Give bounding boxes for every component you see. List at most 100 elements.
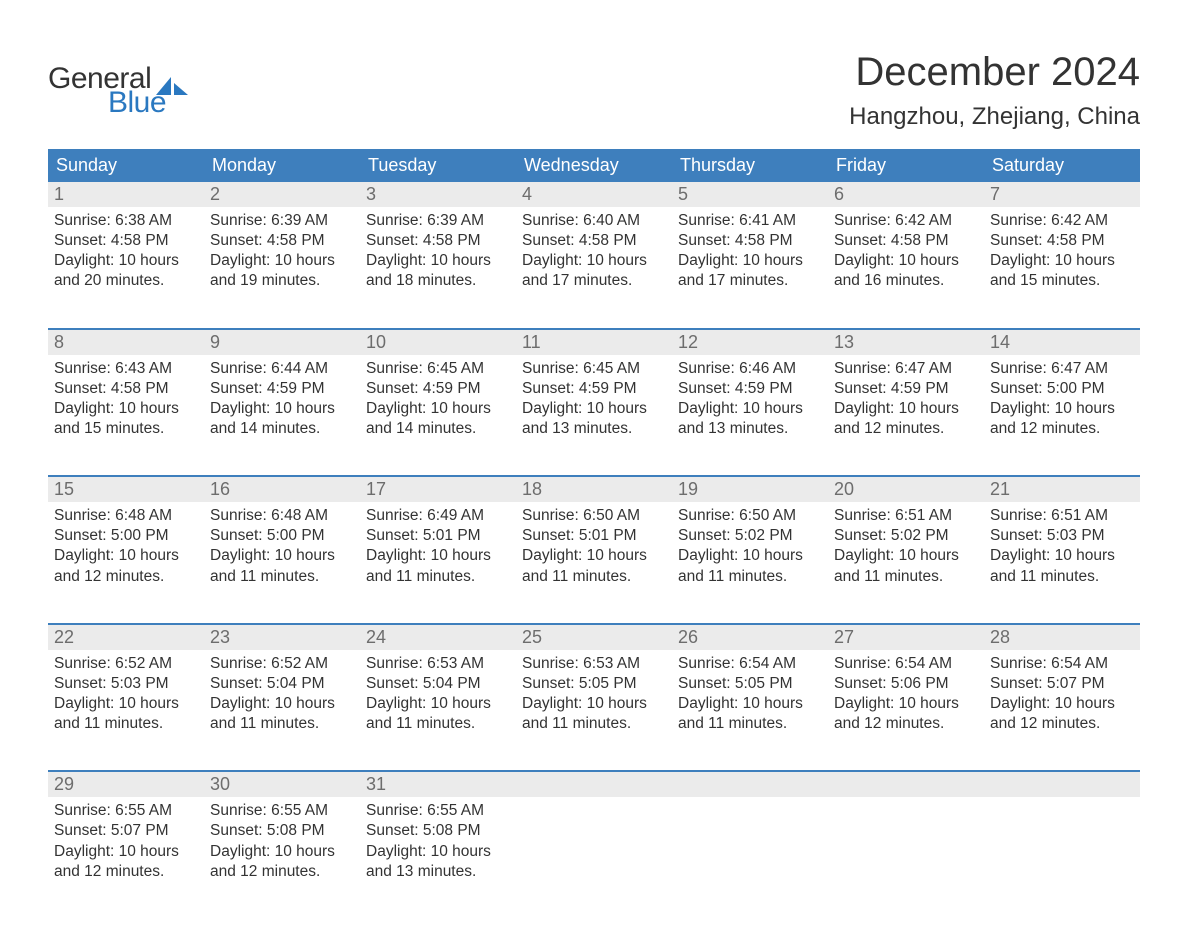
sunrise-text: Sunrise: 6:55 AM <box>366 801 510 821</box>
daylight-text-2: and 11 minutes. <box>990 567 1134 587</box>
week-row: 15161718192021Sunrise: 6:48 AMSunset: 5:… <box>48 475 1140 611</box>
daylight-text-2: and 15 minutes. <box>990 271 1134 291</box>
day-cell: Sunrise: 6:52 AMSunset: 5:03 PMDaylight:… <box>48 650 204 759</box>
daylight-text-1: Daylight: 10 hours <box>990 399 1134 419</box>
day-number: 27 <box>828 625 984 650</box>
daylight-text-2: and 11 minutes. <box>678 714 822 734</box>
daylight-text-1: Daylight: 10 hours <box>366 694 510 714</box>
day-number: 26 <box>672 625 828 650</box>
day-cell: Sunrise: 6:42 AMSunset: 4:58 PMDaylight:… <box>828 207 984 316</box>
daylight-text-2: and 14 minutes. <box>366 419 510 439</box>
day-cell: Sunrise: 6:55 AMSunset: 5:07 PMDaylight:… <box>48 797 204 906</box>
day-number: 5 <box>672 182 828 207</box>
sunset-text: Sunset: 5:05 PM <box>678 674 822 694</box>
day-number: 18 <box>516 477 672 502</box>
day-number: 9 <box>204 330 360 355</box>
day-cell: Sunrise: 6:43 AMSunset: 4:58 PMDaylight:… <box>48 355 204 464</box>
sunset-text: Sunset: 4:59 PM <box>366 379 510 399</box>
daynum-row: 293031 <box>48 772 1140 797</box>
day-number: 28 <box>984 625 1140 650</box>
day-number: 16 <box>204 477 360 502</box>
weekday-header-row: Sunday Monday Tuesday Wednesday Thursday… <box>48 149 1140 182</box>
day-number: 12 <box>672 330 828 355</box>
daylight-text-1: Daylight: 10 hours <box>834 546 978 566</box>
day-cell: Sunrise: 6:55 AMSunset: 5:08 PMDaylight:… <box>204 797 360 906</box>
day-number: 23 <box>204 625 360 650</box>
sunrise-text: Sunrise: 6:47 AM <box>834 359 978 379</box>
week-row: 891011121314Sunrise: 6:43 AMSunset: 4:58… <box>48 328 1140 464</box>
day-cell: Sunrise: 6:54 AMSunset: 5:05 PMDaylight:… <box>672 650 828 759</box>
day-cell: Sunrise: 6:48 AMSunset: 5:00 PMDaylight:… <box>48 502 204 611</box>
daylight-text-2: and 14 minutes. <box>210 419 354 439</box>
daylight-text-1: Daylight: 10 hours <box>522 694 666 714</box>
day-number <box>984 772 1140 797</box>
sunset-text: Sunset: 5:07 PM <box>54 821 198 841</box>
daylight-text-1: Daylight: 10 hours <box>210 842 354 862</box>
daylight-text-2: and 19 minutes. <box>210 271 354 291</box>
day-cell: Sunrise: 6:47 AMSunset: 5:00 PMDaylight:… <box>984 355 1140 464</box>
daylight-text-2: and 17 minutes. <box>522 271 666 291</box>
day-number: 8 <box>48 330 204 355</box>
daylight-text-1: Daylight: 10 hours <box>990 251 1134 271</box>
daylight-text-1: Daylight: 10 hours <box>678 546 822 566</box>
sunset-text: Sunset: 5:04 PM <box>366 674 510 694</box>
day-number: 21 <box>984 477 1140 502</box>
day-cell: Sunrise: 6:38 AMSunset: 4:58 PMDaylight:… <box>48 207 204 316</box>
daylight-text-1: Daylight: 10 hours <box>834 251 978 271</box>
day-number: 7 <box>984 182 1140 207</box>
sunset-text: Sunset: 4:58 PM <box>522 231 666 251</box>
daylight-text-2: and 20 minutes. <box>54 271 198 291</box>
day-cell: Sunrise: 6:40 AMSunset: 4:58 PMDaylight:… <box>516 207 672 316</box>
sunset-text: Sunset: 5:03 PM <box>990 526 1134 546</box>
week-row: 22232425262728Sunrise: 6:52 AMSunset: 5:… <box>48 623 1140 759</box>
sunrise-text: Sunrise: 6:46 AM <box>678 359 822 379</box>
daylight-text-1: Daylight: 10 hours <box>366 251 510 271</box>
sunrise-text: Sunrise: 6:50 AM <box>678 506 822 526</box>
sunrise-text: Sunrise: 6:42 AM <box>834 211 978 231</box>
day-number: 22 <box>48 625 204 650</box>
sunrise-text: Sunrise: 6:42 AM <box>990 211 1134 231</box>
sunrise-text: Sunrise: 6:38 AM <box>54 211 198 231</box>
sunset-text: Sunset: 5:00 PM <box>990 379 1134 399</box>
daylight-text-1: Daylight: 10 hours <box>834 399 978 419</box>
day-cell: Sunrise: 6:51 AMSunset: 5:02 PMDaylight:… <box>828 502 984 611</box>
day-number: 6 <box>828 182 984 207</box>
sunrise-text: Sunrise: 6:51 AM <box>990 506 1134 526</box>
day-number: 11 <box>516 330 672 355</box>
daylight-text-1: Daylight: 10 hours <box>210 399 354 419</box>
sunrise-text: Sunrise: 6:52 AM <box>210 654 354 674</box>
daylight-text-1: Daylight: 10 hours <box>834 694 978 714</box>
logo-word-blue: Blue <box>108 86 189 120</box>
day-cell: Sunrise: 6:50 AMSunset: 5:02 PMDaylight:… <box>672 502 828 611</box>
daylight-text-2: and 12 minutes. <box>54 862 198 882</box>
day-number: 19 <box>672 477 828 502</box>
day-cell: Sunrise: 6:54 AMSunset: 5:06 PMDaylight:… <box>828 650 984 759</box>
month-title: December 2024 <box>849 50 1140 95</box>
sunset-text: Sunset: 4:59 PM <box>834 379 978 399</box>
daylight-text-2: and 12 minutes. <box>834 419 978 439</box>
daylight-text-1: Daylight: 10 hours <box>990 546 1134 566</box>
daylight-text-1: Daylight: 10 hours <box>54 694 198 714</box>
daylight-text-1: Daylight: 10 hours <box>54 251 198 271</box>
logo: General Blue <box>48 50 189 120</box>
daylight-text-1: Daylight: 10 hours <box>54 546 198 566</box>
day-cell <box>828 797 984 906</box>
day-number: 30 <box>204 772 360 797</box>
day-cell: Sunrise: 6:39 AMSunset: 4:58 PMDaylight:… <box>204 207 360 316</box>
daylight-text-1: Daylight: 10 hours <box>678 399 822 419</box>
sunrise-text: Sunrise: 6:39 AM <box>366 211 510 231</box>
daylight-text-2: and 12 minutes. <box>990 419 1134 439</box>
sunrise-text: Sunrise: 6:48 AM <box>210 506 354 526</box>
daylight-text-2: and 11 minutes. <box>522 567 666 587</box>
weekday-header: Monday <box>204 149 360 182</box>
sunrise-text: Sunrise: 6:54 AM <box>678 654 822 674</box>
sunrise-text: Sunrise: 6:52 AM <box>54 654 198 674</box>
daylight-text-2: and 12 minutes. <box>834 714 978 734</box>
day-cell: Sunrise: 6:52 AMSunset: 5:04 PMDaylight:… <box>204 650 360 759</box>
day-number: 14 <box>984 330 1140 355</box>
sunrise-text: Sunrise: 6:47 AM <box>990 359 1134 379</box>
day-number: 3 <box>360 182 516 207</box>
daynum-row: 1234567 <box>48 182 1140 207</box>
title-block: December 2024 Hangzhou, Zhejiang, China <box>849 50 1140 131</box>
daylight-text-2: and 11 minutes. <box>522 714 666 734</box>
